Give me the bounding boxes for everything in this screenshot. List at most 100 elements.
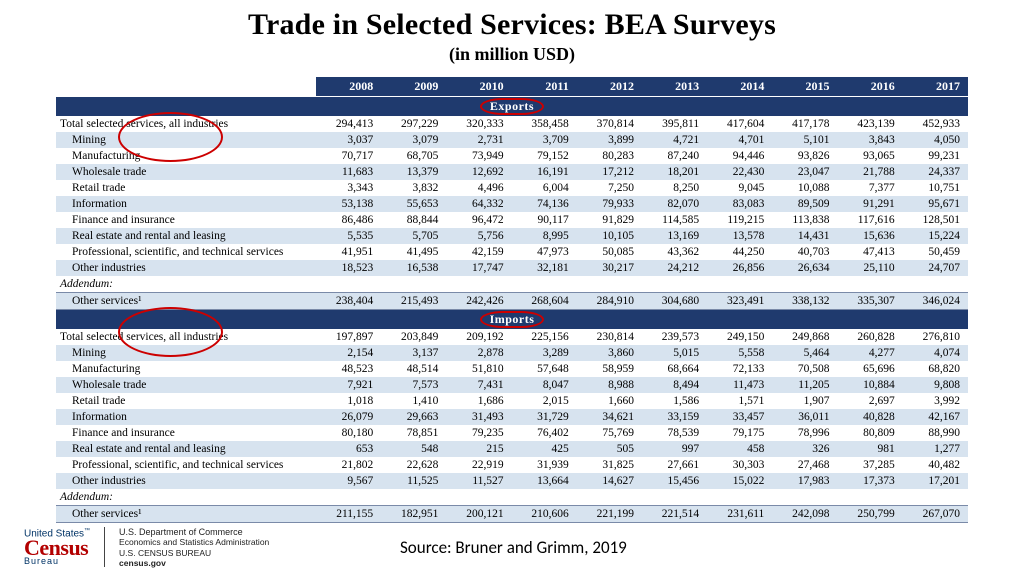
row-label: Addendum: (56, 489, 316, 506)
cell-value: 114,585 (642, 212, 707, 228)
cell-value: 32,181 (512, 260, 577, 276)
cell-value: 68,820 (903, 361, 968, 377)
cell-value: 3,343 (316, 180, 381, 196)
row-label: Addendum: (56, 276, 316, 293)
cell-value: 57,648 (512, 361, 577, 377)
cell-value (512, 489, 577, 506)
cell-value: 8,988 (577, 377, 642, 393)
cell-value: 78,539 (642, 425, 707, 441)
cell-value: 48,523 (316, 361, 381, 377)
cell-value: 249,150 (707, 329, 772, 345)
cell-value: 653 (316, 441, 381, 457)
cell-value: 417,178 (772, 116, 837, 132)
cell-value (707, 276, 772, 293)
cell-value: 17,212 (577, 164, 642, 180)
cell-value: 79,175 (707, 425, 772, 441)
cell-value: 215,493 (381, 293, 446, 310)
cell-value: 17,983 (772, 473, 837, 489)
cell-value: 30,217 (577, 260, 642, 276)
cell-value: 11,683 (316, 164, 381, 180)
cell-value: 30,303 (707, 457, 772, 473)
year-header: 2011 (512, 77, 577, 97)
cell-value: 89,509 (772, 196, 837, 212)
footer-dept: U.S. Department of Commerce Economics an… (119, 527, 269, 568)
cell-value: 7,250 (577, 180, 642, 196)
cell-value: 26,634 (772, 260, 837, 276)
cell-value: 9,808 (903, 377, 968, 393)
cell-value: 80,180 (316, 425, 381, 441)
cell-value: 40,828 (838, 409, 903, 425)
cell-value (772, 489, 837, 506)
cell-value: 981 (838, 441, 903, 457)
cell-value: 128,501 (903, 212, 968, 228)
cell-value: 80,809 (838, 425, 903, 441)
cell-value: 11,527 (446, 473, 511, 489)
cell-value: 200,121 (446, 506, 511, 523)
cell-value: 50,085 (577, 244, 642, 260)
cell-value: 225,156 (512, 329, 577, 345)
cell-value: 2,878 (446, 345, 511, 361)
cell-value (903, 489, 968, 506)
row-label: Retail trade (56, 180, 316, 196)
dept-l2: Economics and Statistics Administration (119, 537, 269, 547)
cell-value (707, 489, 772, 506)
header-blank (56, 77, 316, 97)
table-row: Wholesale trade11,68313,37912,69216,1911… (56, 164, 968, 180)
section-header-row: Exports (56, 97, 968, 117)
table-row: Addendum: (56, 276, 968, 293)
cell-value: 65,696 (838, 361, 903, 377)
cell-value: 3,709 (512, 132, 577, 148)
cell-value: 33,159 (642, 409, 707, 425)
cell-value: 8,494 (642, 377, 707, 393)
cell-value (316, 276, 381, 293)
table-row: Information26,07929,66331,49331,72934,62… (56, 409, 968, 425)
cell-value: 13,169 (642, 228, 707, 244)
cell-value: 16,191 (512, 164, 577, 180)
cell-value: 27,661 (642, 457, 707, 473)
cell-value: 249,868 (772, 329, 837, 345)
cell-value: 24,337 (903, 164, 968, 180)
cell-value: 1,686 (446, 393, 511, 409)
cell-value: 9,045 (707, 180, 772, 196)
cell-value: 1,907 (772, 393, 837, 409)
cell-value: 548 (381, 441, 446, 457)
cell-value (446, 276, 511, 293)
cell-value: 346,024 (903, 293, 968, 310)
cell-value: 25,110 (838, 260, 903, 276)
table-row: Other services¹211,155182,951200,121210,… (56, 506, 968, 523)
cell-value: 2,015 (512, 393, 577, 409)
table-row: Retail trade3,3433,8324,4966,0047,2508,2… (56, 180, 968, 196)
cell-value: 91,829 (577, 212, 642, 228)
table-row: Other industries18,52316,53817,74732,181… (56, 260, 968, 276)
cell-value (577, 489, 642, 506)
cell-value: 16,538 (381, 260, 446, 276)
cell-value: 15,636 (838, 228, 903, 244)
cell-value: 8,047 (512, 377, 577, 393)
cell-value: 326 (772, 441, 837, 457)
cell-value: 22,919 (446, 457, 511, 473)
cell-value (316, 489, 381, 506)
cell-value: 44,250 (707, 244, 772, 260)
cell-value: 358,458 (512, 116, 577, 132)
cell-value: 41,495 (381, 244, 446, 260)
row-label: Other industries (56, 260, 316, 276)
cell-value: 2,697 (838, 393, 903, 409)
cell-value: 5,101 (772, 132, 837, 148)
year-header: 2012 (577, 77, 642, 97)
cell-value: 238,404 (316, 293, 381, 310)
cell-value: 23,047 (772, 164, 837, 180)
cell-value: 83,083 (707, 196, 772, 212)
cell-value: 68,664 (642, 361, 707, 377)
cell-value: 36,011 (772, 409, 837, 425)
cell-value: 1,660 (577, 393, 642, 409)
cell-value: 42,159 (446, 244, 511, 260)
cell-value: 21,788 (838, 164, 903, 180)
footer-divider (104, 527, 105, 567)
year-header-row: 2008200920102011201220132014201520162017 (56, 77, 968, 97)
cell-value (446, 489, 511, 506)
cell-value: 1,277 (903, 441, 968, 457)
cell-value: 323,491 (707, 293, 772, 310)
cell-value: 41,951 (316, 244, 381, 260)
cell-value: 72,133 (707, 361, 772, 377)
cell-value: 58,959 (577, 361, 642, 377)
